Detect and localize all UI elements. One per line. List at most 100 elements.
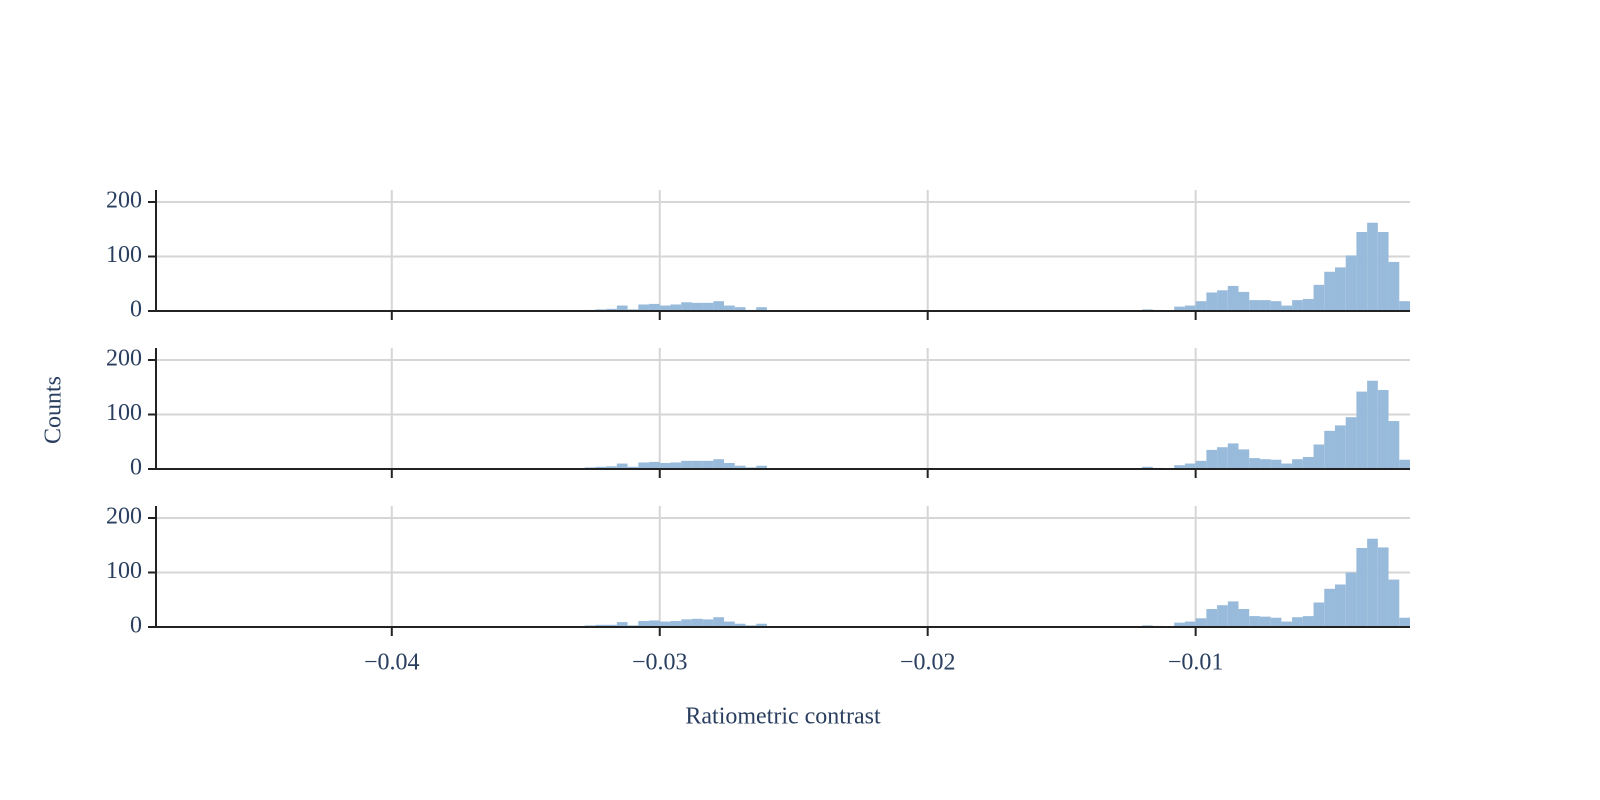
bar [681,460,692,469]
y-tick-label: 200 [106,345,142,371]
bar [1281,305,1293,311]
bar [1174,622,1185,627]
bar [1259,300,1271,311]
bar [1270,301,1282,311]
bar [1184,463,1196,469]
y-tick-label: 100 [106,400,142,426]
bar [1313,602,1325,627]
bar [1249,300,1260,311]
bar [1249,616,1260,627]
bar [1356,231,1368,311]
y-tick-label: 100 [106,242,142,268]
bar [1334,425,1346,469]
bar [649,620,660,627]
bar [691,460,703,469]
bar [1281,621,1293,627]
bar [606,624,617,627]
bar [1184,621,1196,627]
bar [1302,616,1314,627]
bar [756,307,767,311]
x-tick-label: −0.03 [632,650,688,676]
bar [1313,284,1325,311]
bar [649,461,660,469]
x-tick-label: −0.01 [1168,650,1224,676]
bar [1324,430,1335,469]
bar [659,621,671,627]
bar [691,302,703,311]
bar [1142,466,1153,469]
bar [595,624,607,627]
bar [1174,465,1185,469]
bar [1302,299,1314,311]
bar [1238,291,1250,311]
bar [713,301,725,311]
bar [638,304,650,311]
bar [638,621,650,627]
bar [1334,267,1346,311]
bar [1356,391,1368,469]
bar [1388,261,1400,311]
bar [702,619,714,627]
bar [713,617,725,627]
y-tick-label: 200 [106,187,142,213]
bar [659,305,671,311]
y-axis-title: Counts [41,376,67,444]
bar [1217,605,1228,627]
bar [756,465,767,469]
bar [1399,459,1410,469]
x-tick-label: −0.04 [364,650,420,676]
bar [724,305,735,311]
x-tick-label: −0.02 [900,650,956,676]
bar [1377,389,1389,469]
bar [1302,457,1314,469]
bar [606,466,617,469]
x-axis-title: Ratiometric contrast [685,704,881,730]
bar [616,463,628,469]
bar [1377,547,1389,627]
bar [1227,285,1239,311]
bar [1334,584,1346,627]
bar [616,622,628,627]
bar [1217,447,1228,469]
y-tick-label: 0 [130,613,142,639]
bar [595,466,607,469]
bar [1184,305,1196,311]
bar [1174,306,1185,311]
y-tick-label: 100 [106,558,142,584]
bar [1195,618,1207,627]
bar [1206,449,1218,469]
bar [702,460,714,469]
bar [649,303,660,311]
bar [606,308,617,311]
bar [734,623,746,627]
bar [1249,458,1260,469]
y-tick-label: 200 [106,503,142,529]
bar [1388,421,1400,469]
bar [1206,609,1218,627]
bar [670,621,682,627]
bar [1259,459,1271,469]
bar [724,463,735,469]
bar [702,302,714,311]
bar [1206,292,1218,311]
bar [681,619,692,627]
bar [1367,222,1378,311]
bar [1292,617,1303,627]
bar [1270,617,1282,627]
bar [670,304,682,311]
bar [1399,301,1410,311]
bar [1367,538,1378,627]
bar [734,307,746,311]
bar [1195,301,1207,311]
bar [1345,417,1357,469]
bar [691,618,703,627]
bar [1292,300,1303,311]
bar [1238,609,1250,627]
bar [734,465,746,469]
bar [1313,444,1325,469]
bar [659,463,671,469]
bar [670,462,682,469]
bar [1345,255,1357,311]
y-tick-label: 0 [130,455,142,481]
bar [1367,380,1378,469]
